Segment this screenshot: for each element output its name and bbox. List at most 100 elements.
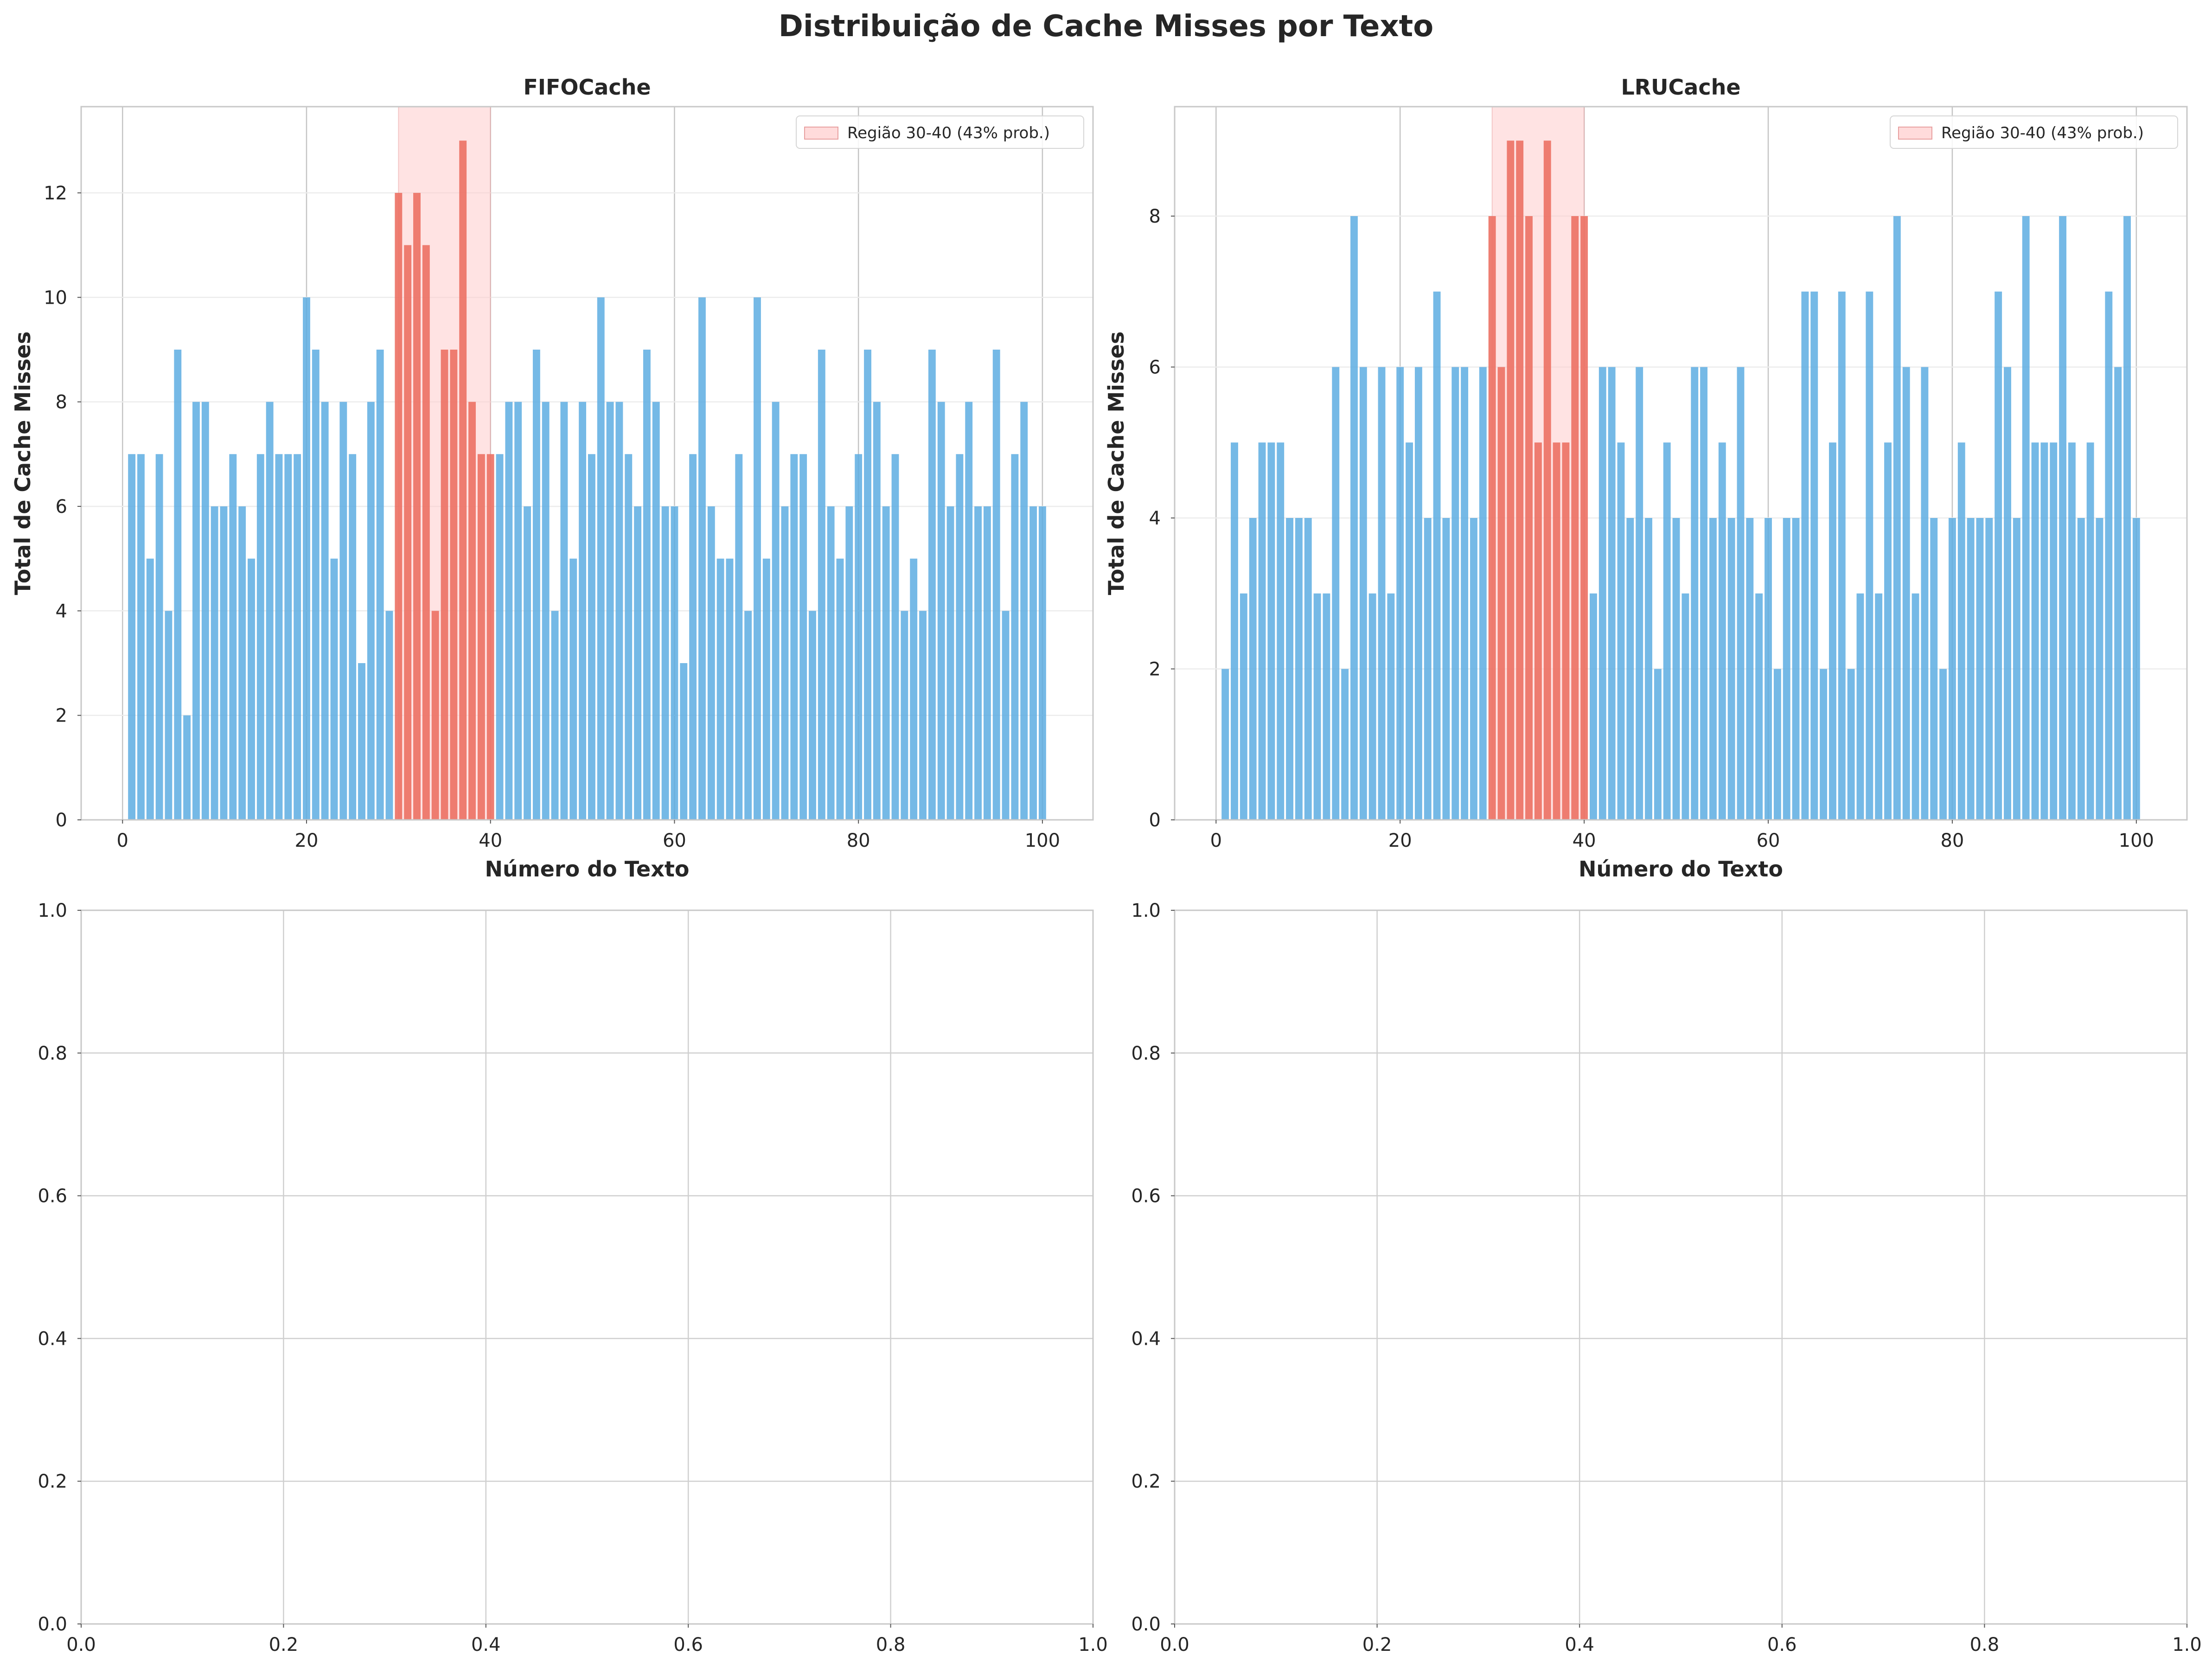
bar [588,454,595,820]
bar [146,558,154,820]
bar [1002,611,1010,820]
bar [1488,216,1496,820]
bar [431,611,439,820]
bar [229,454,237,820]
y-tick-label: 0 [1149,810,1161,831]
bar [256,454,264,820]
bar [1912,593,1919,820]
bar [827,506,835,820]
plot-area [1175,910,2187,1624]
bar [1617,442,1625,820]
bar [772,402,780,820]
bar [1902,367,1910,820]
legend-label: Região 30-40 (43% prob.) [847,124,1050,142]
bar [1525,216,1533,820]
axes-frame [80,106,1094,821]
bar [992,349,1000,820]
bar [836,558,844,820]
bar [1038,506,1046,820]
bar [1691,367,1699,820]
bar [965,402,973,820]
bar [1341,669,1349,820]
bar [818,349,825,820]
bar [937,402,945,820]
bar [1921,367,1929,820]
bar [1847,669,1855,820]
y-tick-label: 2 [56,705,67,727]
x-axis-label: Número do Texto [1579,856,1783,882]
y-tick-label: 0.4 [38,1328,67,1349]
bar [1240,593,1247,820]
bar [919,611,927,820]
bar [2059,216,2067,820]
bar [303,297,310,820]
bar [1810,291,1818,820]
chart-panel-2: 0 20 40 60 80 100 0 2 4 6 8 LRUCache Número do Texto… [1104,75,2188,882]
bar [1461,367,1469,820]
bar [2040,442,2048,820]
bar [1598,367,1606,820]
y-tick-label: 0.4 [1131,1328,1161,1349]
bar [1516,141,1524,820]
x-tick-label: 80 [847,830,870,851]
bar [1359,367,1367,820]
axes-frame [80,909,1094,1625]
bar [1313,593,1321,820]
bar [312,349,320,820]
plot-area [81,910,1093,1624]
bar [1608,367,1616,820]
legend-swatch [1898,127,1932,140]
bar [524,506,531,820]
bar [459,141,467,820]
axes-frame [1174,909,2188,1625]
legend-label: Região 30-40 (43% prob.) [1941,124,2144,142]
bar [2105,291,2113,820]
bar [211,506,218,820]
bar [891,454,899,820]
bar [1249,518,1257,820]
bar [983,506,991,820]
bar [505,402,513,820]
bar [1258,442,1266,820]
bar [1368,593,1376,820]
figure-title: Distribuição de Cache Misses por Texto [779,9,1433,44]
bar [385,611,393,820]
bar [2004,367,2011,820]
bar [376,349,384,820]
bar [349,454,357,820]
bar [560,402,568,820]
bar [1470,518,1477,820]
bar [735,454,743,820]
bar [413,192,421,820]
bar [1838,291,1846,820]
x-tick-label: 0.6 [1767,1634,1797,1655]
y-tick-label: 6 [56,496,67,518]
bar [2068,442,2076,820]
bar [956,454,964,820]
bar [1829,442,1836,820]
bar [1011,454,1019,820]
bar [707,506,715,820]
bar [606,402,614,820]
axes-frame [1174,106,2188,821]
bar [1221,669,1229,820]
bar [1875,593,1883,820]
bar [634,506,642,820]
x-tick-label: 0.4 [471,1634,501,1655]
bar [1553,442,1560,820]
bar [754,297,761,820]
chart-panel-3: 0.0 0.2 0.4 0.6 0.8 1.0 0.0 0.2 0.4 0.6 0.8 1.0 [38,900,1107,1655]
bar [1507,141,1515,820]
legend: Região 30-40 (43% prob.) [796,115,1084,149]
bar [1957,442,1965,820]
y-tick-label: 0.0 [38,1614,67,1635]
x-tick-label: 0.0 [66,1634,96,1655]
bar [928,349,936,820]
bar [1590,593,1597,820]
bar [1571,216,1579,820]
bar [2050,442,2058,820]
bar [339,402,347,820]
y-axis-label: Total de Cache Misses [10,332,35,595]
y-tick-label: 0.6 [1131,1186,1161,1207]
